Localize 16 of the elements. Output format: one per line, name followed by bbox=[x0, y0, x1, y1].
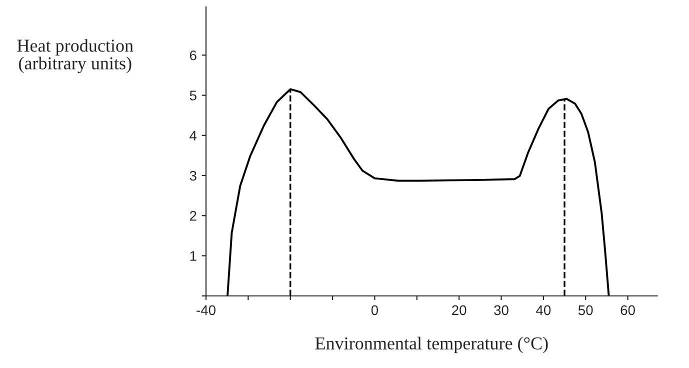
y-axis-title: Heat production (arbitrary units) bbox=[17, 39, 134, 74]
line-series bbox=[226, 88, 610, 296]
x-tick-label: 0 bbox=[371, 305, 378, 316]
y-tick-label: 6 bbox=[190, 50, 196, 60]
x-axis-title: Environmental temperature (°C) bbox=[315, 336, 548, 354]
x-tick-label: 40 bbox=[536, 305, 551, 316]
y-tick-label: 3 bbox=[190, 170, 196, 181]
x-tick-label: 30 bbox=[494, 305, 508, 316]
x-tick-label: 50 bbox=[578, 305, 593, 316]
y-tick-label: 5 bbox=[190, 90, 196, 100]
x-tick-label: -40 bbox=[196, 305, 216, 316]
x-tick-label: 60 bbox=[620, 305, 635, 316]
y-tick-label: 2 bbox=[190, 210, 196, 221]
x-tick-label: 20 bbox=[452, 305, 466, 316]
y-tick-label: 1 bbox=[190, 251, 196, 261]
y-tick-label: 4 bbox=[190, 130, 197, 140]
